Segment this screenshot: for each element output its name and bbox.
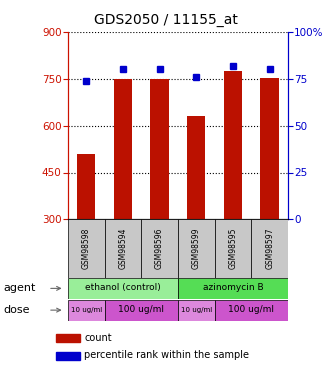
Text: GSM98599: GSM98599 <box>192 228 201 269</box>
Text: 10 ug/ml: 10 ug/ml <box>71 307 102 313</box>
Bar <box>77 154 95 219</box>
Bar <box>178 300 214 321</box>
Text: GSM98596: GSM98596 <box>155 228 164 269</box>
Bar <box>56 351 80 360</box>
Text: GSM98594: GSM98594 <box>118 228 127 269</box>
Bar <box>68 219 105 278</box>
Bar <box>68 300 105 321</box>
Text: GSM98598: GSM98598 <box>82 228 91 269</box>
Bar <box>150 79 169 219</box>
Bar <box>214 300 288 321</box>
Bar <box>141 219 178 278</box>
Text: 100 ug/ml: 100 ug/ml <box>228 305 274 314</box>
Text: ethanol (control): ethanol (control) <box>85 284 161 292</box>
Text: GSM98595: GSM98595 <box>228 228 237 269</box>
Text: GSM98597: GSM98597 <box>265 228 274 269</box>
Text: GDS2050 / 11155_at: GDS2050 / 11155_at <box>94 13 237 27</box>
Bar <box>260 78 279 219</box>
Text: 10 ug/ml: 10 ug/ml <box>181 307 212 313</box>
Bar <box>68 278 178 299</box>
Bar <box>56 334 80 342</box>
Bar <box>214 219 251 278</box>
Text: azinomycin B: azinomycin B <box>203 284 263 292</box>
Bar <box>105 219 141 278</box>
Text: percentile rank within the sample: percentile rank within the sample <box>84 351 250 360</box>
Text: 100 ug/ml: 100 ug/ml <box>118 305 164 314</box>
Bar <box>251 219 288 278</box>
Bar <box>114 80 132 219</box>
Bar <box>187 116 206 219</box>
Text: count: count <box>84 333 112 343</box>
Bar <box>178 278 288 299</box>
Bar <box>105 300 178 321</box>
Bar <box>224 71 242 219</box>
Text: dose: dose <box>3 305 30 315</box>
Bar <box>178 219 214 278</box>
Text: agent: agent <box>3 284 36 293</box>
